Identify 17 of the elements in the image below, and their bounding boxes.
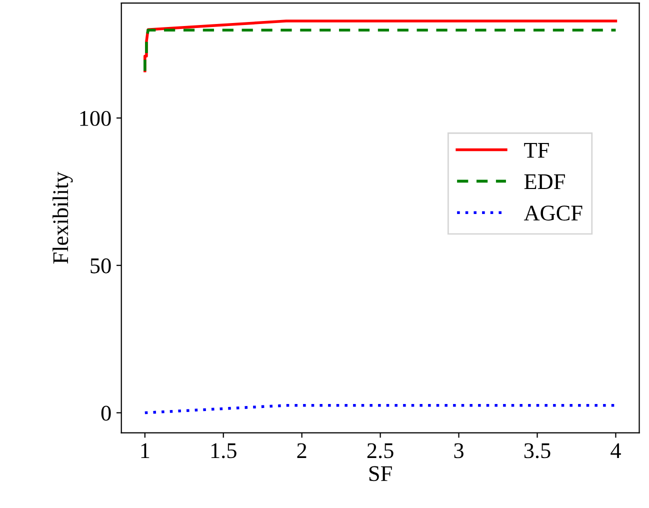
x-tick-label: 2.5 [367, 443, 394, 458]
legend-label: TF [524, 143, 549, 158]
y-tick-label: 50 [90, 258, 111, 274]
x-tick-label: 4 [610, 443, 621, 458]
line-series [144, 28, 618, 72]
x-tick-label: 1 [141, 443, 150, 458]
legend-label: EDF [524, 174, 565, 190]
line-series [144, 20, 618, 72]
y-tick-label: 100 [80, 110, 111, 126]
x-tick-label: 3 [454, 443, 464, 458]
y-axis-title: Flexibility [52, 172, 73, 264]
legend-label: AGCF [524, 206, 582, 221]
x-tick-label: 2 [297, 443, 306, 458]
y-tick-label: 0 [101, 406, 111, 421]
x-tick-label: 3.5 [524, 443, 550, 458]
x-axis-title: SF [369, 466, 392, 482]
x-tick-label: 1.5 [211, 443, 236, 458]
